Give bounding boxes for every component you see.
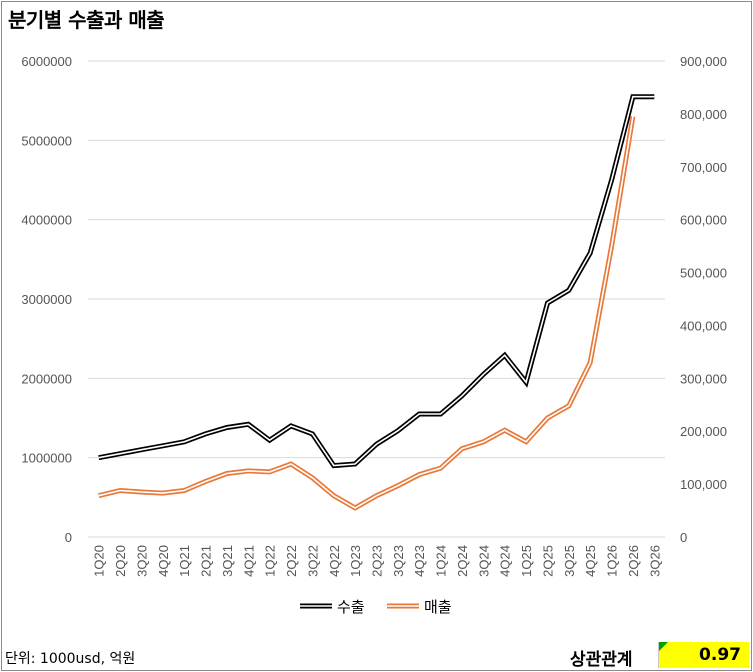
- series-sales-line: [98, 116, 636, 511]
- left-axis-tick-label: 3000000: [21, 292, 72, 307]
- x-axis-tick-label: 4Q20: [156, 545, 171, 577]
- unit-note: 단위: 1000usd, 억원: [5, 651, 136, 667]
- left-axis-tick-label: 5000000: [21, 133, 72, 148]
- series-export-line: [98, 94, 655, 469]
- right-axis-tick-label: 0: [680, 530, 687, 545]
- x-axis-tick-label: 4Q21: [241, 545, 256, 577]
- x-axis-tick-label: 1Q25: [519, 545, 534, 577]
- left-axis-tick-label: 4000000: [21, 213, 72, 228]
- left-axis-ticks: 0 1000000 2000000 3000000 4000000 5000000 6000…: [21, 54, 72, 545]
- correlation-value-cell[interactable]: 0.97: [658, 642, 749, 668]
- x-axis-tick-label: 1Q23: [348, 545, 363, 577]
- legend-item-sales: 매출: [387, 598, 452, 616]
- x-axis-tick-label: 1Q20: [92, 545, 107, 577]
- series-inner-stroke: [98, 95, 655, 467]
- x-axis-tick-label: 2Q21: [199, 545, 214, 577]
- right-axis-tick-label: 900,000: [680, 54, 727, 69]
- x-axis-tick-label: 3Q20: [134, 545, 149, 577]
- x-axis-ticks: 1Q20 2Q20 3Q20 4Q20 1Q21 2Q21 3Q21 4Q21 1Q22 2Q22…: [92, 545, 663, 577]
- x-axis-tick-label: 4Q22: [327, 545, 342, 577]
- legend-item-export: 수출: [300, 598, 365, 616]
- x-axis-tick-label: 2Q26: [626, 545, 641, 577]
- correlation-label: 상관관계: [570, 650, 633, 670]
- x-axis-tick-label: 2Q20: [113, 545, 128, 577]
- x-axis-tick-label: 4Q24: [498, 545, 513, 577]
- x-axis-tick-label: 2Q22: [284, 545, 299, 577]
- x-axis-tick-label: 4Q23: [412, 545, 427, 577]
- x-axis-tick-label: 3Q24: [476, 545, 491, 577]
- x-axis-tick-label: 1Q21: [177, 545, 192, 577]
- x-axis-tick-label: 3Q21: [220, 545, 235, 577]
- x-axis-tick-label: 3Q23: [391, 545, 406, 577]
- series-outer-stroke: [98, 116, 636, 511]
- x-axis-tick-label: 2Q23: [370, 545, 385, 577]
- chart-legend: 수출 매출: [300, 598, 452, 616]
- x-axis-tick-label: 3Q26: [647, 545, 662, 577]
- right-axis-tick-label: 800,000: [680, 107, 727, 122]
- series-outer-stroke: [98, 94, 655, 469]
- left-axis-tick-label: 1000000: [21, 451, 72, 466]
- cell-comment-marker: [659, 642, 668, 651]
- x-axis-tick-label: 2Q25: [540, 545, 555, 577]
- right-axis-tick-label: 700,000: [680, 160, 727, 175]
- x-axis-tick-label: 4Q25: [583, 545, 598, 577]
- x-axis-tick-label: 3Q22: [305, 545, 320, 577]
- right-axis-ticks: 0 100,000 200,000 300,000 400,000 500,000 600,…: [680, 54, 727, 545]
- correlation-value: 0.97: [699, 645, 741, 665]
- legend-label: 매출: [424, 598, 452, 616]
- x-axis-tick-label: 1Q22: [263, 545, 278, 577]
- legend-label: 수출: [337, 598, 365, 616]
- right-axis-tick-label: 300,000: [680, 371, 727, 386]
- right-axis-tick-label: 100,000: [680, 477, 727, 492]
- series-inner-stroke: [98, 116, 634, 509]
- x-axis-tick-label: 1Q26: [605, 545, 620, 577]
- grid-lines: [88, 60, 665, 538]
- series-lines: [98, 94, 655, 511]
- x-axis-tick-label: 2Q24: [455, 545, 470, 577]
- x-axis-tick-label: 3Q25: [562, 545, 577, 577]
- right-axis-tick-label: 200,000: [680, 424, 727, 439]
- right-axis-tick-label: 500,000: [680, 266, 727, 281]
- left-axis-tick-label: 6000000: [21, 54, 72, 69]
- left-axis-tick-label: 2000000: [21, 371, 72, 386]
- right-axis-tick-label: 600,000: [680, 213, 727, 228]
- left-axis-tick-label: 0: [65, 530, 72, 545]
- right-axis-tick-label: 400,000: [680, 318, 727, 333]
- chart-title: 분기별 수출과 매출: [8, 8, 165, 32]
- x-axis-tick-label: 1Q24: [434, 545, 449, 577]
